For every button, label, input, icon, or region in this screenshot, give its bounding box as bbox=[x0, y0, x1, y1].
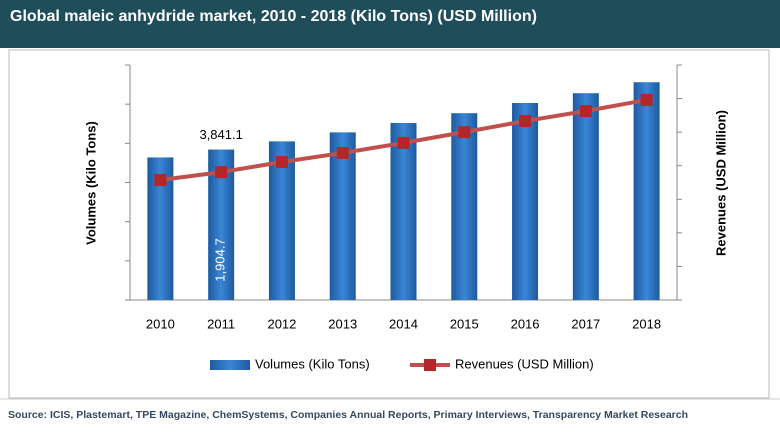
x-tick-label: 2015 bbox=[450, 316, 479, 331]
data-label: 1,904.7 bbox=[213, 238, 228, 281]
bar bbox=[390, 122, 417, 300]
legend-swatch bbox=[424, 359, 436, 371]
bar bbox=[451, 113, 478, 300]
line-marker bbox=[275, 156, 288, 169]
line-marker bbox=[215, 166, 228, 179]
line-marker bbox=[640, 93, 653, 106]
x-tick-label: 2017 bbox=[571, 316, 600, 331]
line-marker bbox=[336, 146, 349, 159]
line-marker bbox=[397, 136, 410, 149]
bar bbox=[329, 132, 356, 300]
y-axis-title: Volumes (Kilo Tons) bbox=[83, 121, 98, 245]
x-tick-label: 2014 bbox=[389, 316, 418, 331]
legend-swatch bbox=[210, 360, 250, 370]
legend-label: Volumes (Kilo Tons) bbox=[255, 356, 370, 371]
x-tick-label: 2018 bbox=[632, 316, 661, 331]
bar bbox=[572, 93, 599, 300]
x-tick-label: 2010 bbox=[146, 316, 175, 331]
line-marker bbox=[458, 126, 471, 139]
x-tick-label: 2016 bbox=[511, 316, 540, 331]
bar bbox=[633, 82, 660, 300]
line-marker bbox=[579, 104, 592, 117]
line-marker bbox=[519, 115, 532, 128]
legend-label: Revenues (USD Million) bbox=[455, 356, 594, 371]
line-marker bbox=[154, 174, 167, 187]
x-tick-label: 2013 bbox=[328, 316, 357, 331]
chart-title: Global maleic anhydride market, 2010 - 2… bbox=[0, 0, 780, 48]
bar bbox=[512, 102, 539, 300]
y2-axis-title: Revenues (USD Million) bbox=[713, 110, 728, 256]
x-tick-label: 2011 bbox=[207, 316, 235, 331]
data-label: 3,841.1 bbox=[199, 127, 242, 142]
x-tick-label: 2012 bbox=[267, 316, 296, 331]
source-note: Source: ICIS, Plastemart, TPE Magazine, … bbox=[8, 409, 689, 421]
chart: Volumes (Kilo Tons) Revenues (USD Millio… bbox=[0, 49, 780, 400]
